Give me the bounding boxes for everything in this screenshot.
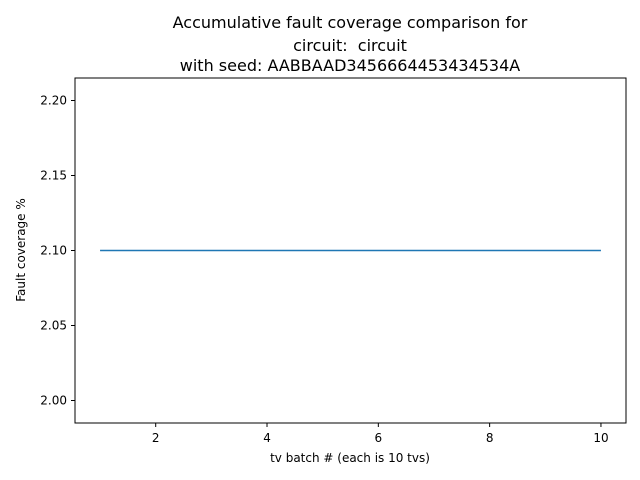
plot-area <box>74 77 627 424</box>
y-axis-label: Fault coverage % <box>14 198 28 302</box>
chart-title-line-3: with seed: AABBAAD3456664453434534A <box>179 56 521 75</box>
chart-title-line-2: circuit: circuit <box>293 36 407 55</box>
axis-ticks: 2 4 6 8 10 2.00 2.05 2.10 2.15 2.20 <box>40 94 608 446</box>
x-tick-label: 4 <box>263 431 271 445</box>
y-tick-label: 2.15 <box>40 169 67 183</box>
x-axis-label: tv batch # (each is 10 tvs) <box>270 451 430 465</box>
x-tick-label: 10 <box>593 431 608 445</box>
y-tick-label: 2.05 <box>40 319 67 333</box>
y-tick-label: 2.10 <box>40 244 67 258</box>
y-tick-label: 2.00 <box>40 394 67 408</box>
x-tick-label: 2 <box>152 431 160 445</box>
x-tick-label: 6 <box>375 431 383 445</box>
chart-title-line-1: Accumulative fault coverage comparison f… <box>172 13 528 32</box>
x-tick-label: 8 <box>486 431 494 445</box>
y-tick-label: 2.20 <box>40 94 67 108</box>
